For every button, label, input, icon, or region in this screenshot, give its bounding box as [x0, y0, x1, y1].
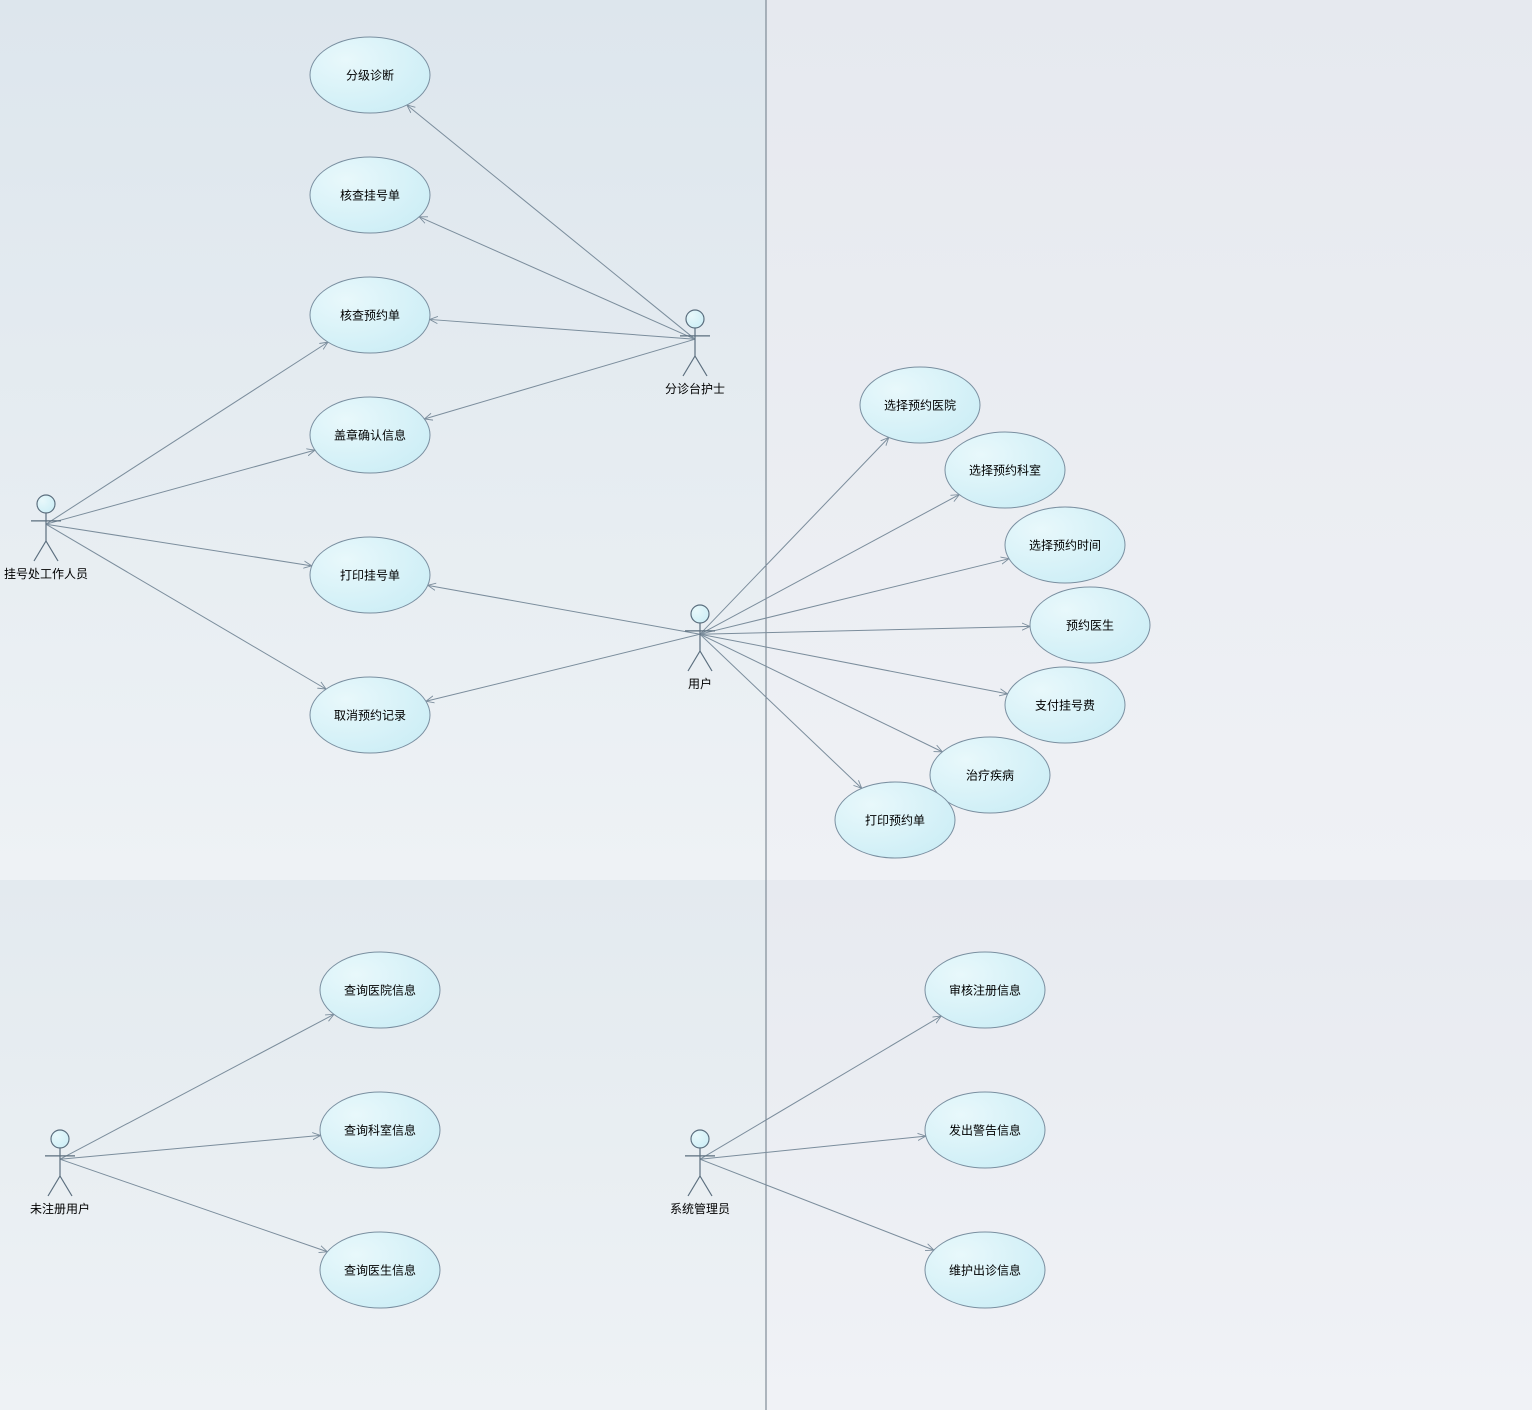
- actor-label: 系统管理员: [670, 1200, 730, 1217]
- usecase-label: 预约医生: [1066, 617, 1114, 634]
- usecase-label: 查询医院信息: [344, 982, 416, 999]
- usecase-label: 打印预约单: [865, 812, 925, 829]
- usecase-label: 选择预约科室: [969, 462, 1041, 479]
- usecase-label: 审核注册信息: [949, 982, 1021, 999]
- usecase-label: 取消预约记录: [334, 707, 406, 724]
- actor-label: 分诊台护士: [665, 380, 725, 397]
- diagram-svg: [0, 0, 1532, 1410]
- usecase-label: 核查预约单: [340, 307, 400, 324]
- usecase-label: 选择预约医院: [884, 397, 956, 414]
- usecase-label: 治疗疾病: [966, 767, 1014, 784]
- usecase-label: 查询医生信息: [344, 1262, 416, 1279]
- usecase-label: 核查挂号单: [340, 187, 400, 204]
- usecase-label: 发出警告信息: [949, 1122, 1021, 1139]
- usecase-label: 分级诊断: [346, 67, 394, 84]
- actor-label: 未注册用户: [30, 1200, 90, 1217]
- usecase-label: 选择预约时间: [1029, 537, 1101, 554]
- usecase-label: 支付挂号费: [1035, 697, 1095, 714]
- usecase-label: 维护出诊信息: [949, 1262, 1021, 1279]
- usecase-diagram: 分级诊断核查挂号单核查预约单盖章确认信息打印挂号单取消预约记录 选择预约医院选择预…: [0, 0, 1532, 1410]
- usecase-label: 盖章确认信息: [334, 427, 406, 444]
- actor-label: 用户: [688, 675, 712, 692]
- actor-label: 挂号处工作人员: [4, 565, 88, 582]
- usecase-label: 查询科室信息: [344, 1122, 416, 1139]
- usecase-label: 打印挂号单: [340, 567, 400, 584]
